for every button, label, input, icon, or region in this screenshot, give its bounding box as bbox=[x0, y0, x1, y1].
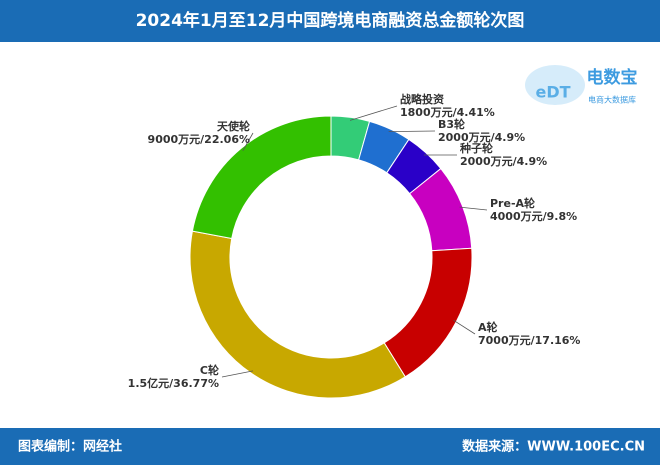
value-label: 2000万元/4.9% bbox=[460, 155, 547, 168]
segment-label: 战略投资 bbox=[400, 92, 444, 106]
segment-label: Pre-A轮 bbox=[490, 196, 535, 210]
logo-name: 电数宝 bbox=[587, 67, 638, 88]
segment-label: 天使轮 bbox=[217, 119, 250, 133]
segment-label: A轮 bbox=[478, 320, 498, 334]
logo-mark: eDT bbox=[535, 83, 570, 102]
segment-label: C轮 bbox=[200, 363, 219, 377]
segment-label: B3轮 bbox=[438, 117, 465, 131]
value-label: 4000万元/9.8% bbox=[490, 210, 577, 223]
footer-editor: 图表编制：网经社 bbox=[18, 439, 122, 455]
footer-source: 数据来源：WWW.100EC.CN bbox=[462, 439, 645, 455]
value-label: 7000万元/17.16% bbox=[478, 334, 580, 347]
chart-title: 2024年1月至12月中国跨境电商融资总金额轮次图 bbox=[136, 10, 525, 31]
value-label: 1.5亿元/36.77% bbox=[128, 376, 219, 390]
value-label: 9000万元/22.06% bbox=[148, 133, 250, 146]
logo-subtitle: 电商大数据库 bbox=[588, 95, 636, 105]
segment-label: 种子轮 bbox=[459, 141, 493, 155]
